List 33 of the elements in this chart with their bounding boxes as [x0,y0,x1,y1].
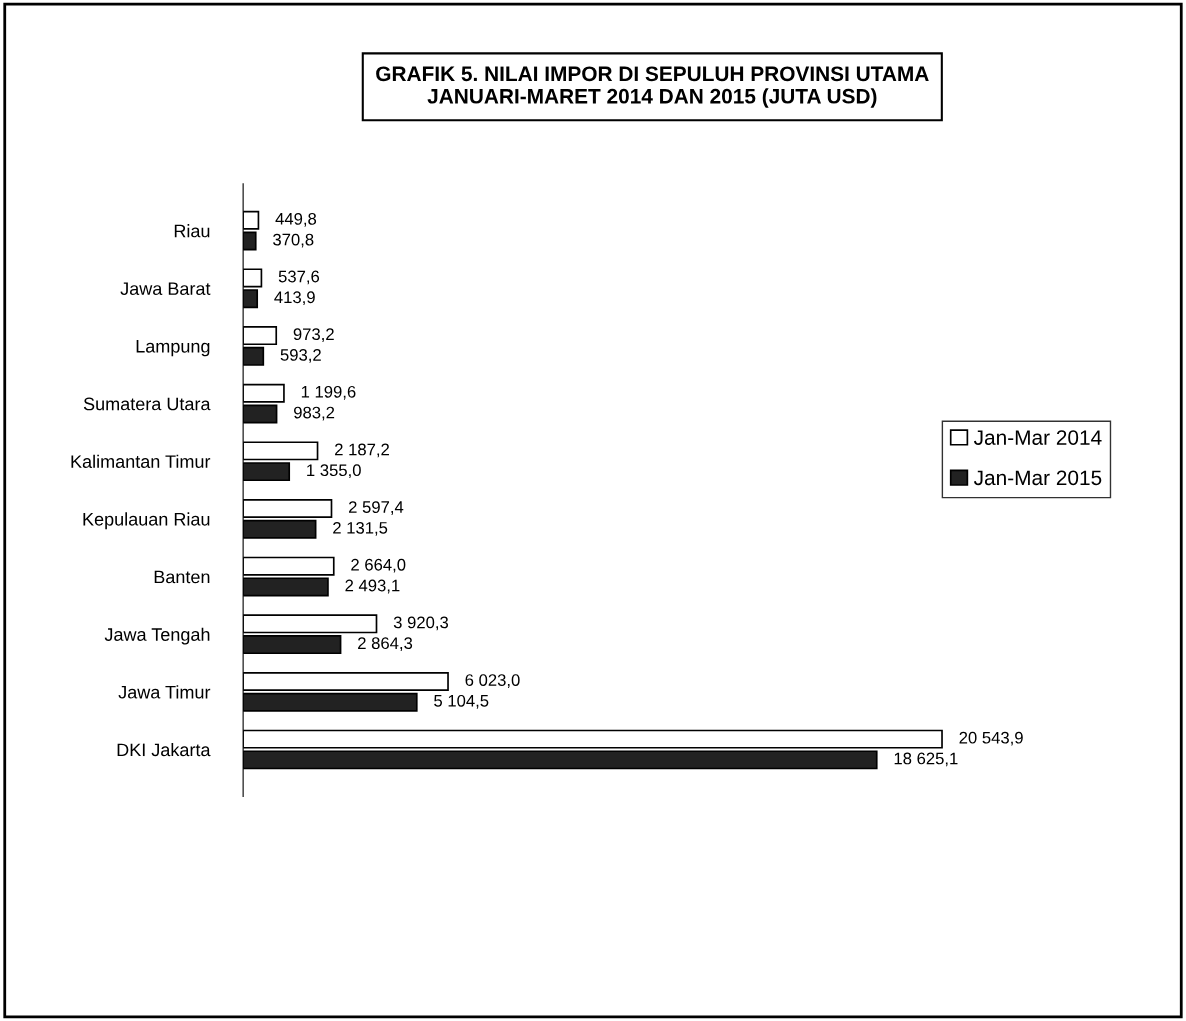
data-label: 3 920,3 [393,616,449,631]
y-tick-label: Sumatera Utara [83,397,211,411]
data-label: 449,8 [275,212,317,227]
y-tick-label: Kepulauan Riau [83,512,210,530]
legend-label: Jan-Mar 2015 [973,470,1102,486]
legend-label: Jan-Mar 2014 [973,430,1102,445]
data-label: 1 199,6 [301,385,356,400]
data-label: 2 131,5 [333,521,388,536]
data-label: 2 493,1 [345,579,400,594]
data-label: 973,2 [293,328,334,343]
y-tick-label: Jawa Tengah [104,627,210,645]
y-tick-label: Banten [154,570,210,584]
y-tick-label: Kalimantan Timur [71,454,211,468]
data-label: 2 664,0 [351,558,406,573]
y-tick-label: Jawa Barat [120,282,211,296]
data-label: 5 104,5 [434,694,489,709]
data-label: 2 597,4 [349,501,404,515]
data-label: 983,2 [294,406,335,421]
data-label: 370,8 [273,233,314,248]
data-label: 2 187,2 [335,443,389,458]
data-label: 413,9 [274,291,315,306]
y-tick-label: Riau [174,224,210,238]
y-tick-label: Lampung [136,340,210,357]
data-label: 1 355,0 [307,464,361,479]
y-tick-label: DKI Jakarta [117,742,211,757]
y-tick-label: Jawa Timur [118,685,211,699]
data-label: 537,6 [278,270,320,285]
data-label: 593,2 [280,349,321,363]
data-label: 2 864,3 [358,637,413,652]
data-label: 18 625,1 [894,752,958,767]
chart-title: GRAFIK 5. NILAI IMPOR DI SEPULUH PROVINSI UTAMA JANUARI-MARET 2014 DAN 2015 (JUTA USD) [376,66,929,108]
data-label: 20 543,9 [959,731,1023,746]
data-label: 6 023,0 [465,674,520,688]
